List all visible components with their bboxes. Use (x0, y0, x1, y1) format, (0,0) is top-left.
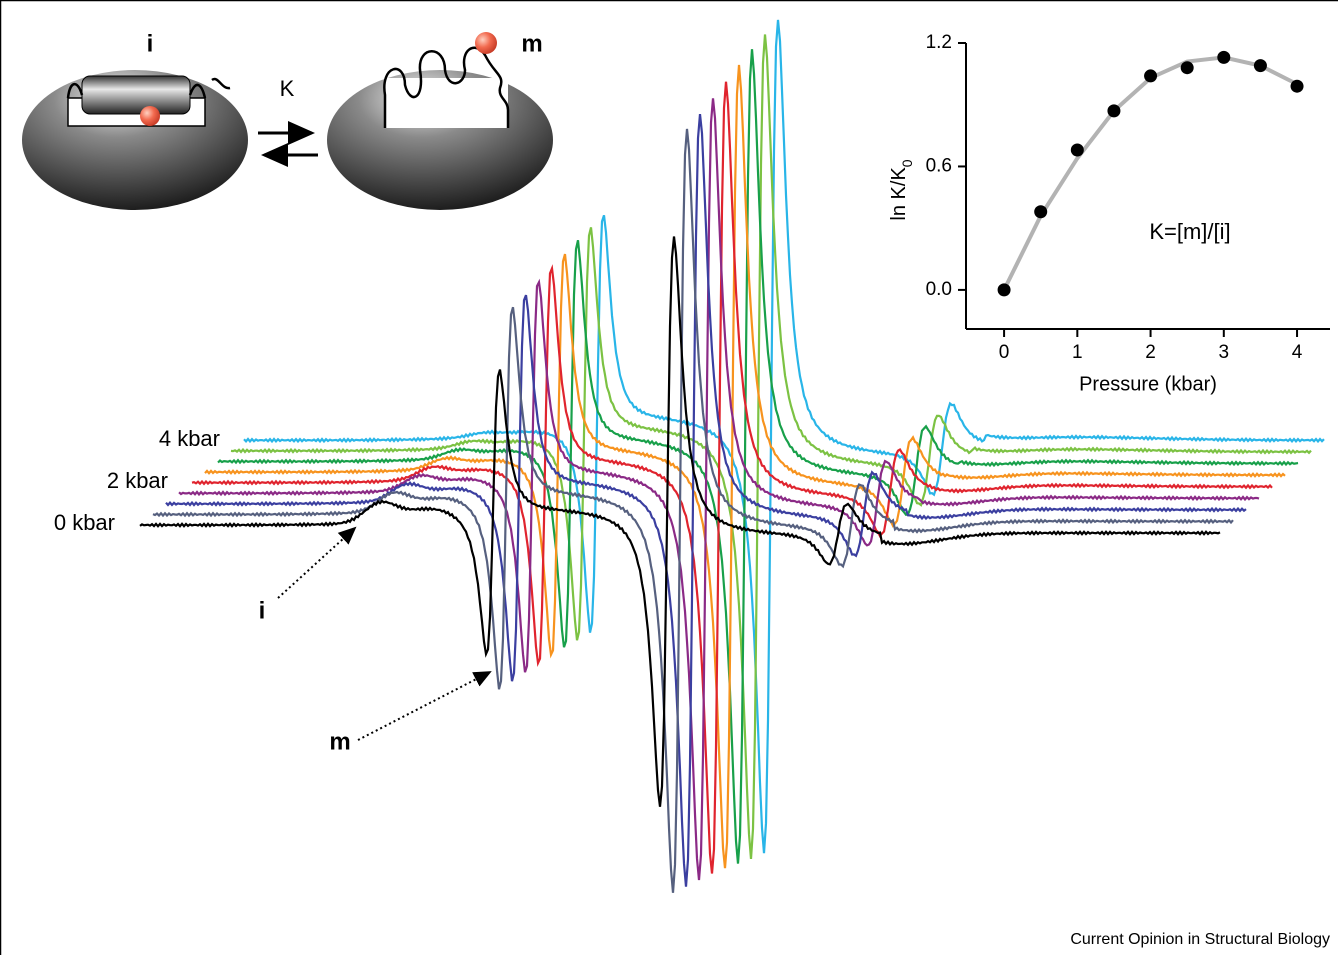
spectrum (165, 113, 1247, 887)
fit-line (1002, 55, 1298, 291)
x-tick-label: 0 (999, 342, 1010, 363)
x-tick-label: 1 (1072, 342, 1083, 363)
data-point (1034, 205, 1048, 219)
x-tick-label: 3 (1219, 342, 1230, 363)
y-axis-label: ln K/K0 (888, 159, 914, 220)
spectrum (204, 64, 1286, 869)
x-tick-label: 4 (1292, 342, 1303, 363)
spectrum (191, 81, 1273, 874)
pointer (357, 671, 492, 741)
y-axis-label-subscript: 0 (899, 159, 915, 167)
data-point (1070, 143, 1084, 157)
spectrum-label: 0 kbar (54, 510, 115, 535)
x-tick-label: 2 (1145, 342, 1156, 363)
source: Current Opinion in Structural Biology (1070, 931, 1330, 948)
diagram: i K m (22, 30, 553, 210)
x-axis-label: Pressure (kbar) (1079, 373, 1217, 395)
data-point (1180, 61, 1194, 75)
spectrum (178, 98, 1260, 881)
data-point (1253, 59, 1267, 73)
spectrum-label: 4 kbar (159, 426, 220, 451)
data-point (1144, 69, 1158, 83)
data-point (997, 283, 1011, 297)
y-tick-label: 0.6 (926, 155, 952, 176)
annotation: i (259, 597, 266, 624)
inset-chart: Pressure (kbar) ln K/K0 K=[m]/[i] 0.00.6… (888, 32, 1330, 395)
y-tick-label: 1.2 (926, 32, 952, 53)
state-label: i (147, 30, 154, 57)
annotation: m (329, 728, 350, 755)
y-axis-label-text: ln K/K (888, 167, 910, 221)
state-label: m (521, 30, 542, 57)
spectrum-label: 2 kbar (107, 468, 168, 493)
spectrum (152, 128, 1234, 893)
spectrum (217, 49, 1299, 864)
spectrum (243, 19, 1325, 854)
data-point (1290, 79, 1304, 93)
y-tick-label: 0.0 (926, 279, 952, 300)
pointer (277, 526, 357, 599)
spectra (139, 19, 1325, 893)
spectrum (139, 236, 1221, 807)
data-point (1107, 104, 1121, 118)
data-point (1217, 50, 1231, 64)
annotation: K=[m]/[i] (1149, 219, 1230, 244)
spectrum (230, 34, 1312, 859)
constant-label: K (280, 76, 295, 101)
